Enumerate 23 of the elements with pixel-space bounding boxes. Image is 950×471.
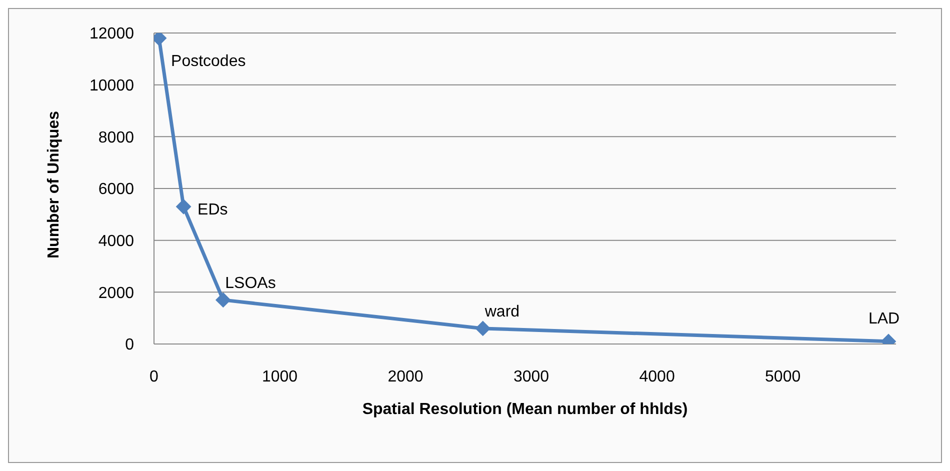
x-tick-label: 3000 <box>513 368 550 386</box>
x-tick-label: 2000 <box>388 368 424 386</box>
y-tick-label: 6000 <box>98 181 134 198</box>
point <box>216 292 231 308</box>
point <box>475 320 490 336</box>
annotation: LAD <box>868 310 900 328</box>
annotation: LSOAs <box>225 274 276 292</box>
x-axis-title: Spatial Resolution (Mean number of hhlds) <box>362 401 688 418</box>
y-tick-label: 4000 <box>98 233 134 250</box>
annotation: EDs <box>198 202 228 219</box>
y-axis-title: Number of Uniques <box>46 110 63 258</box>
x-tick-label: 0 <box>150 368 159 386</box>
x-tick-label: 1000 <box>262 368 298 386</box>
y-tick-label: 10000 <box>90 78 134 95</box>
y-tick-label: 12000 <box>90 26 134 43</box>
x-tick-label: 5000 <box>765 368 801 386</box>
y-tick-label: 2000 <box>98 284 134 302</box>
y-tick-label: 8000 <box>98 129 134 146</box>
annotation: Postcodes <box>171 53 246 70</box>
annotation: ward <box>484 303 520 320</box>
point <box>176 199 192 214</box>
y-tick-label: 0 <box>125 336 134 354</box>
x-tick-label: 4000 <box>639 368 675 386</box>
